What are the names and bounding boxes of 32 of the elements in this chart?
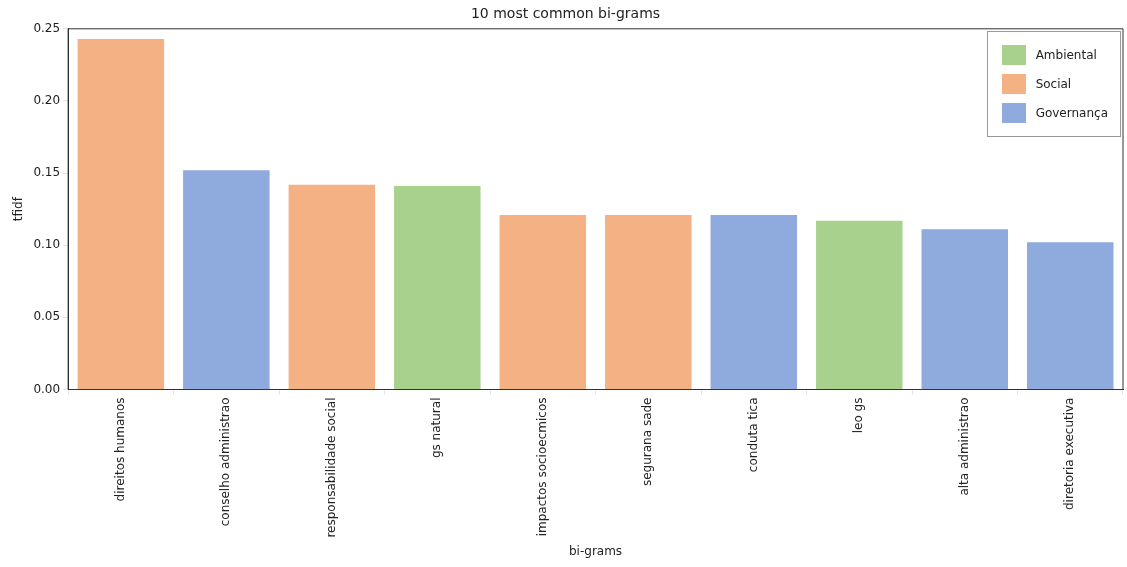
x-tick-label: conduta tica (745, 397, 760, 473)
y-axis-title: tfidf (11, 196, 26, 222)
x-tick-label: direitos humanos (112, 397, 127, 502)
x-tick-label: diretoria executiva (1062, 397, 1077, 510)
y-tick-label: 0.05 (33, 309, 61, 324)
y-tick-label: 0.15 (33, 165, 61, 180)
bar (816, 220, 903, 390)
bar (77, 38, 165, 390)
x-tick-label: conselho administrao (218, 397, 233, 527)
chart-title: 10 most common bi-grams (470, 5, 661, 22)
x-tick-label: responsabilidade social (323, 397, 338, 538)
y-tick-label: 0.20 (33, 93, 61, 108)
x-axis-title: bi-grams (568, 543, 623, 558)
x-tick-label: impactos socioecmicos (534, 397, 549, 537)
bar (605, 214, 692, 390)
y-tick-label: 0.25 (33, 20, 61, 35)
y-tick-label: 0.00 (33, 381, 61, 396)
x-tick-label: alta administrao (956, 397, 971, 496)
x-tick-label: segurana sade (640, 397, 655, 487)
bar (1027, 242, 1114, 390)
bar (288, 184, 376, 390)
legend-label: Governança (1035, 105, 1108, 120)
bar (499, 214, 587, 390)
legend-label: Social (1035, 76, 1072, 91)
bar (921, 229, 1009, 390)
x-tick-label: gs natural (429, 397, 444, 459)
bar (183, 170, 270, 390)
y-tick-label: 0.10 (33, 237, 61, 252)
bar (710, 214, 798, 390)
x-tick-label: leo gs (851, 397, 866, 434)
legend-label: Ambiental (1035, 47, 1097, 62)
bar (394, 186, 481, 390)
